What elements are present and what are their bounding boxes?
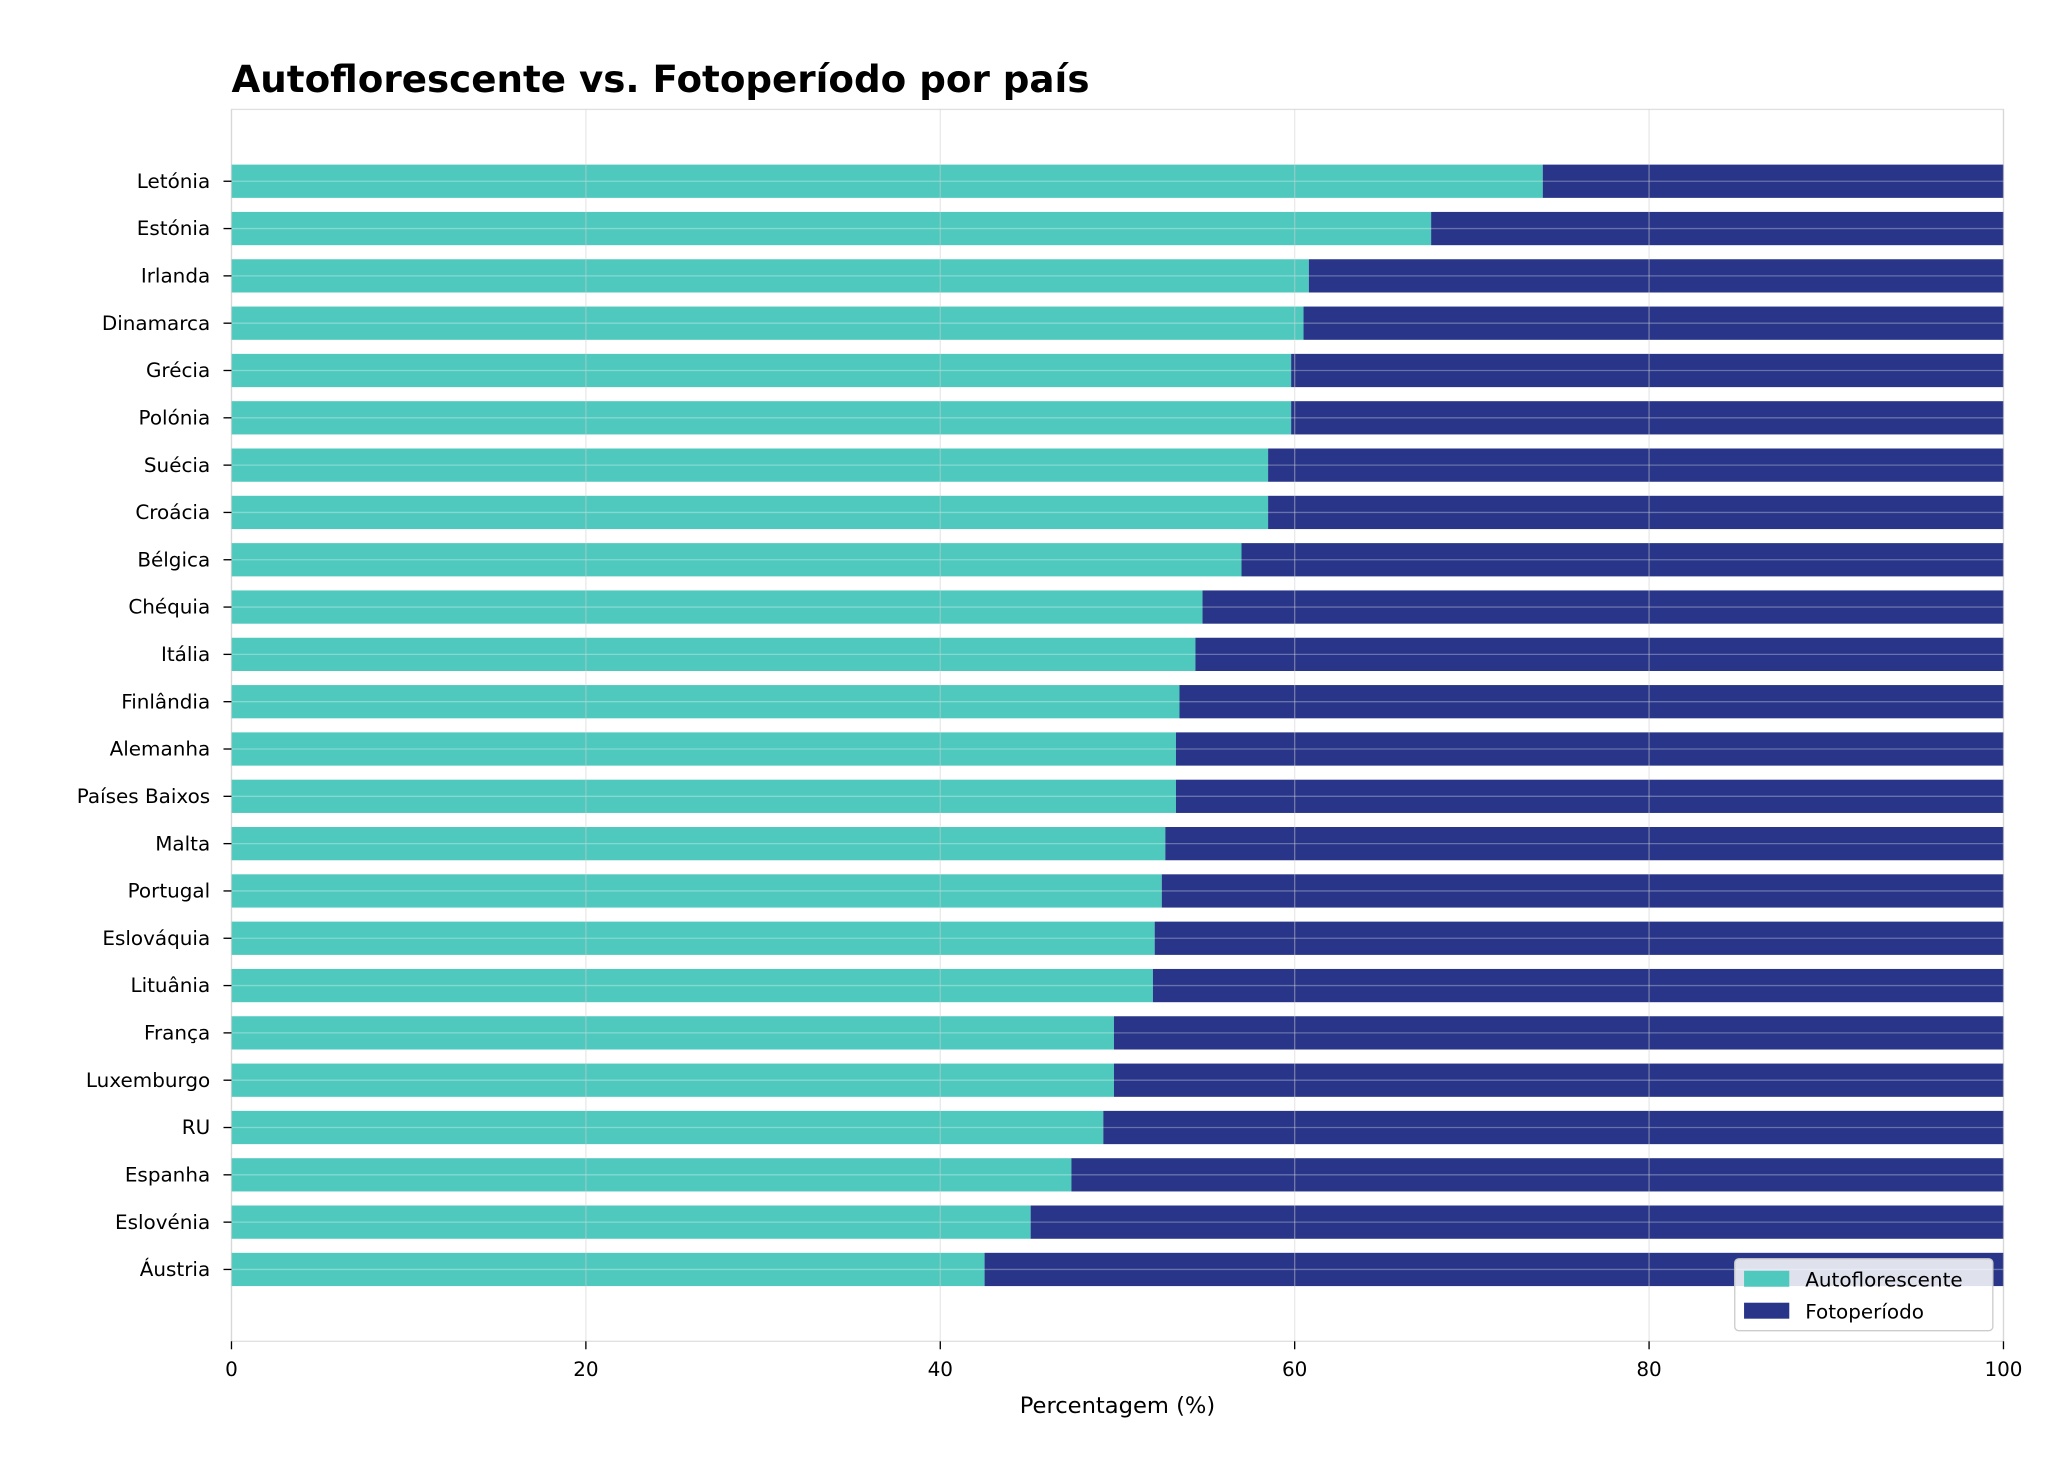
bar-autoflorescente	[231, 1205, 1031, 1239]
bar-fotoperiodo	[1175, 732, 2004, 766]
legend-swatch-autoflorescente	[1744, 1270, 1790, 1287]
y-tick-label: Eslovénia	[115, 1210, 210, 1234]
bar-fotoperiodo	[1175, 779, 2004, 813]
legend-swatch-fotoperiodo	[1744, 1302, 1790, 1319]
bar-autoflorescente	[231, 353, 1292, 388]
y-tick-label: Bélgica	[137, 547, 210, 571]
bar-fotoperiodo	[1291, 353, 2004, 388]
bar-autoflorescente	[231, 259, 1309, 293]
y-tick-label: França	[144, 1021, 210, 1045]
bar-autoflorescente	[231, 448, 1269, 482]
legend-label-fotoperiodo: Fotoperíodo	[1805, 1300, 1924, 1324]
bar-autoflorescente	[231, 211, 1432, 246]
chart-title: Autoflorescente vs. Fotoperíodo por país	[231, 57, 1089, 101]
bar-fotoperiodo	[1542, 164, 2004, 198]
y-tick-label: Eslováquia	[102, 926, 210, 950]
y-tick-label: Lituânia	[130, 973, 210, 997]
bar-autoflorescente	[231, 968, 1153, 1003]
bar-autoflorescente	[231, 590, 1203, 624]
bar-fotoperiodo	[1303, 306, 2004, 340]
bar-fotoperiodo	[1165, 827, 2004, 861]
bar-autoflorescente	[231, 1252, 985, 1287]
y-tick-label: Alemanha	[110, 737, 211, 761]
bar-autoflorescente	[231, 306, 1304, 340]
bar-autoflorescente	[231, 1016, 1114, 1050]
bar-autoflorescente	[231, 1158, 1072, 1192]
y-tick-label: Chéquia	[128, 595, 210, 619]
y-tick-label: Polónia	[139, 405, 211, 429]
x-tick-label: 0	[225, 1357, 238, 1381]
bar-fotoperiodo	[1103, 1110, 2004, 1145]
plot-frame	[230, 108, 2005, 1342]
bar-fotoperiodo	[1152, 968, 2004, 1003]
y-tick-label: Áustria	[140, 1257, 210, 1281]
y-tick-label: Malta	[155, 831, 210, 855]
x-tick-label: 80	[1636, 1357, 1661, 1381]
y-tick-label: Estónia	[137, 216, 210, 240]
bar-fotoperiodo	[1071, 1158, 2004, 1192]
bar-autoflorescente	[231, 874, 1162, 908]
y-tick-label: RU	[182, 1115, 210, 1139]
x-tick-label: 40	[928, 1357, 953, 1381]
bar-fotoperiodo	[1268, 448, 2004, 482]
y-tick-label: Portugal	[128, 879, 211, 903]
bar-autoflorescente	[231, 1063, 1114, 1097]
y-tick-label: Finlândia	[121, 689, 210, 713]
y-tick-label: Luxemburgo	[86, 1068, 210, 1092]
bar-fotoperiodo	[1179, 685, 2004, 719]
bar-fotoperiodo	[1195, 637, 2004, 672]
y-tick-label: Letónia	[137, 169, 210, 193]
bar-autoflorescente	[231, 779, 1176, 813]
y-tick-label: Itália	[161, 642, 210, 666]
bar-fotoperiodo	[1154, 921, 2004, 955]
y-tick-label: Grécia	[146, 358, 210, 382]
bar-fotoperiodo	[1291, 401, 2004, 435]
bar-autoflorescente	[231, 495, 1269, 530]
y-tick-label: Países Baixos	[77, 784, 210, 808]
bar-autoflorescente	[231, 1110, 1104, 1145]
bar-autoflorescente	[231, 732, 1176, 766]
legend: Autoflorescente Fotoperíodo	[1734, 1258, 1994, 1332]
x-axis-label: Percentagem (%)	[1020, 1393, 1216, 1419]
y-tick-label: Suécia	[144, 453, 210, 477]
legend-label-autoflorescente: Autoflorescente	[1805, 1268, 1962, 1292]
x-tick-label: 20	[573, 1357, 598, 1381]
bar-fotoperiodo	[1202, 590, 2004, 624]
bar-autoflorescente	[231, 827, 1166, 861]
y-tick-label: Irlanda	[141, 264, 210, 288]
x-tick-label: 100	[1984, 1357, 2022, 1381]
bar-fotoperiodo	[1268, 495, 2004, 530]
bar-autoflorescente	[231, 685, 1180, 719]
bar-autoflorescente	[231, 637, 1196, 672]
y-tick-label: Croácia	[135, 500, 210, 524]
bar-fotoperiodo	[1431, 211, 2004, 246]
y-tick-label: Dinamarca	[102, 311, 210, 335]
bar-fotoperiodo	[1030, 1205, 2004, 1239]
bar-autoflorescente	[231, 401, 1292, 435]
bar-fotoperiodo	[1113, 1063, 2004, 1097]
bar-fotoperiodo	[1241, 543, 2004, 577]
bar-autoflorescente	[231, 921, 1155, 955]
bar-fotoperiodo	[1113, 1016, 2004, 1050]
legend-box	[1734, 1258, 1994, 1332]
bar-autoflorescente	[231, 164, 1543, 198]
bar-autoflorescente	[231, 543, 1242, 577]
y-tick-label: Espanha	[125, 1162, 210, 1186]
x-tick-label: 60	[1282, 1357, 1307, 1381]
bar-fotoperiodo	[1308, 259, 2004, 293]
bar-fotoperiodo	[1161, 874, 2004, 908]
